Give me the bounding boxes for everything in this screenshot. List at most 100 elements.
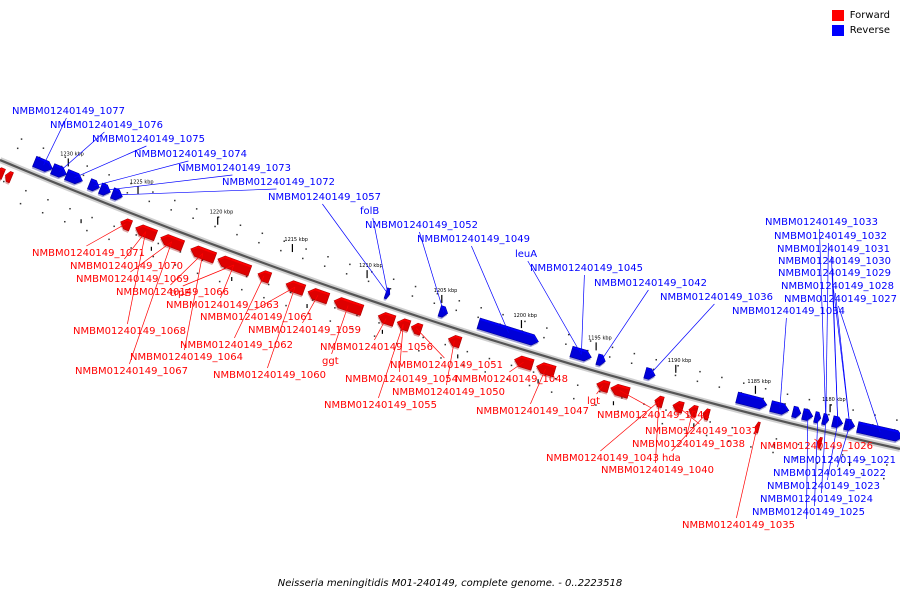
track-dot [334, 307, 336, 309]
reverse-gene-shade [831, 417, 843, 430]
track-dot [630, 362, 633, 364]
forward-gene-shape [333, 297, 365, 316]
forward-gene-shade [672, 403, 684, 416]
forward-gene-shape [5, 171, 14, 184]
reverse-gene-label: NMBM01240149_1073 [178, 163, 291, 174]
forward-gene-label: NMBM01240149_1050 [392, 387, 505, 398]
reverse-gene-label-leader [649, 303, 715, 375]
track-dot [546, 327, 548, 329]
track-dot [896, 419, 898, 421]
track-dot [477, 316, 479, 319]
forward-gene-shape [702, 408, 711, 421]
track-dot [742, 382, 745, 384]
forward-gene-label: NMBM01240149_1063 [166, 300, 279, 311]
track-dot [677, 365, 679, 367]
reverse-gene-shape [831, 415, 844, 428]
forward-gene-label: NMBM01240149_1041 [597, 410, 710, 421]
reverse-gene-label: NMBM01240149_1052 [365, 220, 478, 231]
reverse-gene-shade [86, 180, 99, 193]
reverse-gene-shape [769, 400, 790, 415]
forward-gene-shape [285, 280, 307, 296]
reverse-gene [821, 413, 830, 427]
forward-gene-label-leader [600, 401, 660, 452]
reverse-gene-shape [856, 421, 900, 442]
forward-gene-shape [396, 318, 412, 332]
forward-gene-shade [377, 314, 396, 329]
track-dot [567, 333, 570, 336]
track-dot [565, 343, 567, 345]
track-dot [794, 457, 796, 459]
track-dot [86, 165, 88, 167]
legend-forward-label: Forward [849, 10, 890, 21]
track-dot [64, 220, 66, 223]
forward-gene-shade [217, 257, 252, 278]
forward-gene-label: NMBM01240149_1048 [455, 374, 568, 385]
reverse-gene [801, 408, 814, 423]
forward-gene-label: hda [662, 453, 681, 464]
track-dot [665, 409, 667, 411]
reverse-gene-shade [97, 184, 110, 198]
reverse-gene-shape [801, 408, 814, 421]
reverse-gene-label-leader [94, 160, 189, 187]
track-dot [728, 440, 730, 443]
reverse-gene-shade [843, 420, 855, 433]
track-dot [775, 438, 778, 440]
forward-gene-shape [120, 218, 134, 232]
forward-gene-shade [0, 169, 5, 182]
track-dot [433, 302, 436, 304]
forward-gene-label-leader [374, 318, 387, 341]
reverse-gene-label-leader [835, 292, 851, 426]
forward-gene-label-leader [596, 385, 603, 395]
reverse-gene-label-leader [322, 203, 389, 294]
forward-gene-shape [514, 355, 535, 371]
track-dot [283, 240, 285, 242]
track-dot [280, 249, 282, 252]
track-dot [784, 403, 786, 405]
track-dot [329, 320, 332, 322]
reverse-gene [791, 405, 802, 420]
track-dot [152, 255, 155, 258]
forward-gene-shape [257, 270, 273, 284]
reverse-gene-label-leader [832, 267, 839, 423]
track-dot [687, 415, 689, 417]
reverse-gene [49, 163, 67, 180]
forward-gene-shade [134, 226, 157, 243]
forward-gene-shade [4, 173, 13, 185]
scale-ticks: 1230 kbp 1225 kbp 1220 kbp 1215 kbp 1210 kbp… [60, 151, 851, 467]
forward-gene-label: NMBM01240149_1066 [116, 287, 229, 298]
reverse-gene-shape [735, 391, 768, 410]
reverse-gene-label: NMBM01240149_1031 [777, 244, 890, 255]
track-dot [466, 350, 469, 353]
forward-gene-shape [190, 245, 218, 264]
forward-gene-shade [702, 410, 710, 423]
track-dot [750, 446, 752, 448]
reverse-gene [831, 415, 844, 430]
track-dot [502, 313, 504, 316]
reverse-gene [595, 353, 606, 368]
forward-gene [0, 167, 6, 182]
forward-gene-label: trpE [170, 288, 191, 299]
track-dot [573, 397, 575, 400]
track-dot [367, 280, 370, 283]
reverse-gene [86, 178, 100, 193]
scale-tick-label: 1180 kbp [822, 397, 846, 403]
forward-gene-label-leader [124, 231, 146, 260]
forward-gene-label: NMBM01240149_1040 [601, 465, 714, 476]
forward-gene-label: ggt [322, 356, 339, 367]
reverse-gene [31, 155, 53, 174]
track-dot [327, 256, 329, 258]
reverse-gene-label: NMBM01240149_1027 [784, 294, 897, 305]
forward-gene-label: NMBM01240149_1071 [32, 248, 145, 259]
forward-gene [596, 379, 611, 395]
forward-gene [285, 280, 307, 298]
track-dot [239, 224, 242, 227]
track-dot [455, 309, 458, 312]
track-dot [323, 265, 326, 267]
reverse-gene-shade [801, 410, 813, 423]
track-dot [305, 248, 307, 250]
track-dot [241, 288, 243, 291]
track-dot [130, 247, 132, 249]
scale-tick-label: 1215 kbp [284, 237, 308, 243]
reverse-gene [856, 421, 900, 444]
track-dot [699, 370, 701, 373]
